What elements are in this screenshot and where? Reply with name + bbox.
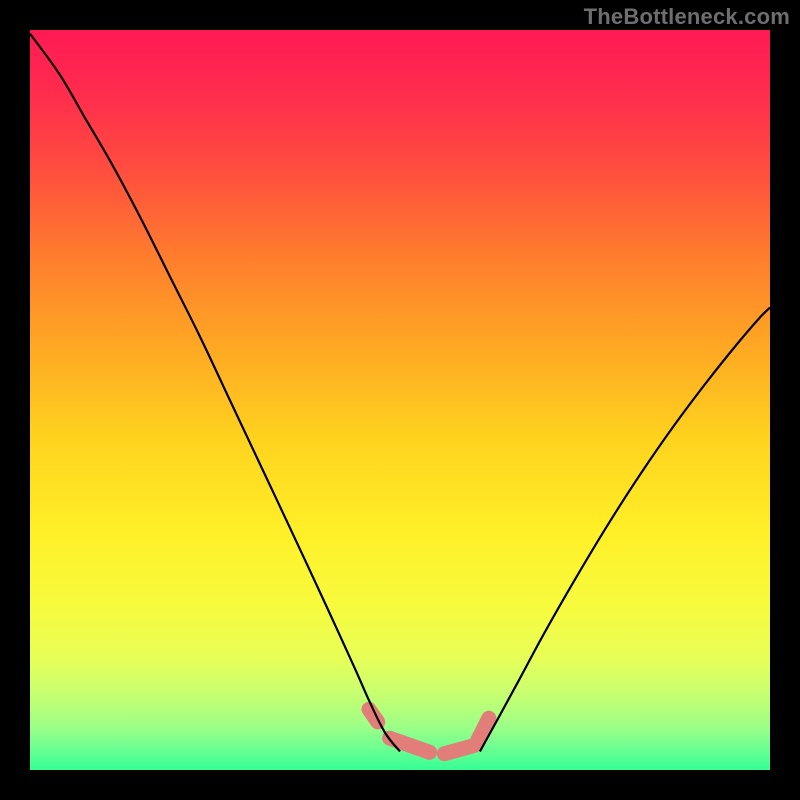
chart-frame: TheBottleneck.com: [0, 0, 800, 800]
watermark-text: TheBottleneck.com: [584, 4, 790, 30]
bottleneck-curve: [30, 30, 770, 770]
plot-area: [30, 30, 770, 770]
